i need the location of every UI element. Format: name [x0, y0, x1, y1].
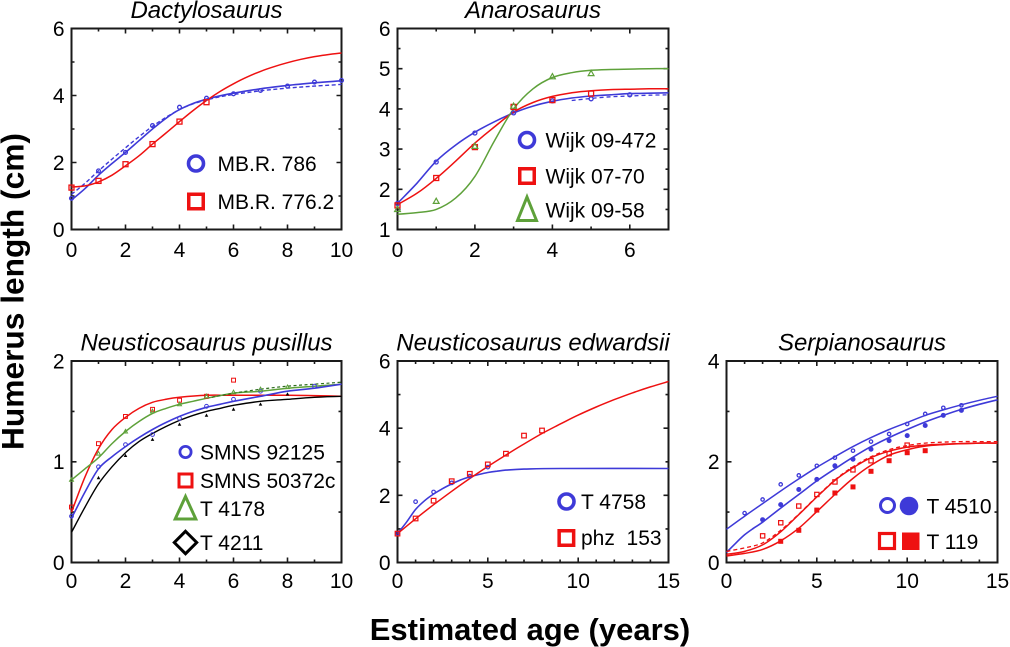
- svg-text:5: 5: [379, 58, 391, 81]
- svg-text:SMNS 50372c: SMNS 50372c: [200, 470, 335, 493]
- svg-text:4: 4: [379, 418, 391, 441]
- svg-text:2: 2: [53, 351, 65, 374]
- svg-text:2: 2: [53, 152, 65, 175]
- svg-text:Anarosaurus: Anarosaurus: [463, 0, 601, 24]
- svg-text:5: 5: [811, 570, 823, 593]
- svg-text:10: 10: [330, 570, 353, 593]
- svg-text:6: 6: [379, 18, 391, 41]
- svg-text:3: 3: [379, 139, 391, 162]
- svg-text:0: 0: [53, 219, 65, 242]
- svg-text:phz 153: phz 153: [581, 527, 662, 550]
- svg-text:15: 15: [657, 570, 680, 593]
- svg-text:T 119: T 119: [927, 531, 979, 554]
- svg-text:T 4211: T 4211: [200, 532, 263, 555]
- svg-text:Estimated age (years): Estimated age (years): [370, 612, 690, 647]
- svg-text:4: 4: [174, 239, 186, 262]
- svg-text:Wijk 07-70: Wijk 07-70: [546, 166, 645, 189]
- svg-text:4: 4: [708, 351, 720, 374]
- svg-text:6: 6: [228, 570, 240, 593]
- svg-text:0: 0: [66, 239, 78, 262]
- svg-text:2: 2: [469, 239, 481, 262]
- svg-text:6: 6: [53, 18, 65, 41]
- svg-text:2: 2: [379, 179, 391, 202]
- svg-text:2: 2: [120, 239, 132, 262]
- svg-text:15: 15: [986, 570, 1009, 593]
- svg-text:2: 2: [708, 451, 720, 474]
- svg-text:MB.R. 786: MB.R. 786: [218, 153, 317, 176]
- svg-text:MB.R. 776.2: MB.R. 776.2: [218, 191, 335, 214]
- svg-text:2: 2: [379, 485, 391, 508]
- svg-text:0: 0: [721, 570, 733, 593]
- svg-text:T 4178: T 4178: [200, 498, 265, 521]
- svg-text:0: 0: [392, 570, 404, 593]
- svg-text:Serpianosaurus: Serpianosaurus: [778, 330, 946, 357]
- svg-text:Dactylosaurus: Dactylosaurus: [130, 0, 282, 24]
- svg-text:8: 8: [282, 239, 294, 262]
- svg-text:Neusticosaurus pusillus: Neusticosaurus pusillus: [80, 330, 332, 357]
- svg-text:0: 0: [66, 570, 78, 593]
- svg-text:1: 1: [379, 219, 391, 242]
- svg-text:4: 4: [379, 98, 391, 121]
- svg-text:4: 4: [174, 570, 186, 593]
- svg-text:5: 5: [482, 570, 494, 593]
- svg-text:0: 0: [53, 552, 65, 575]
- svg-text:Wijk 09-472: Wijk 09-472: [546, 130, 657, 153]
- svg-text:8: 8: [282, 570, 294, 593]
- svg-text:SMNS 92125: SMNS 92125: [200, 442, 325, 465]
- svg-text:0: 0: [379, 552, 391, 575]
- svg-text:4: 4: [547, 239, 559, 262]
- svg-text:T 4758: T 4758: [581, 491, 646, 514]
- svg-text:6: 6: [379, 351, 391, 374]
- svg-text:0: 0: [392, 239, 404, 262]
- svg-text:10: 10: [896, 570, 919, 593]
- svg-text:0: 0: [708, 552, 720, 575]
- svg-text:10: 10: [330, 239, 353, 262]
- svg-text:6: 6: [624, 239, 636, 262]
- svg-text:6: 6: [228, 239, 240, 262]
- svg-text:Wijk 09-58: Wijk 09-58: [546, 200, 645, 223]
- svg-text:4: 4: [53, 85, 65, 108]
- svg-text:1: 1: [53, 451, 65, 474]
- svg-text:2: 2: [120, 570, 132, 593]
- svg-text:Humerus length (cm): Humerus length (cm): [0, 133, 31, 450]
- svg-text:Neusticosaurus edwardsii: Neusticosaurus edwardsii: [396, 330, 670, 357]
- svg-text:10: 10: [567, 570, 590, 593]
- svg-text:T 4510: T 4510: [927, 496, 992, 519]
